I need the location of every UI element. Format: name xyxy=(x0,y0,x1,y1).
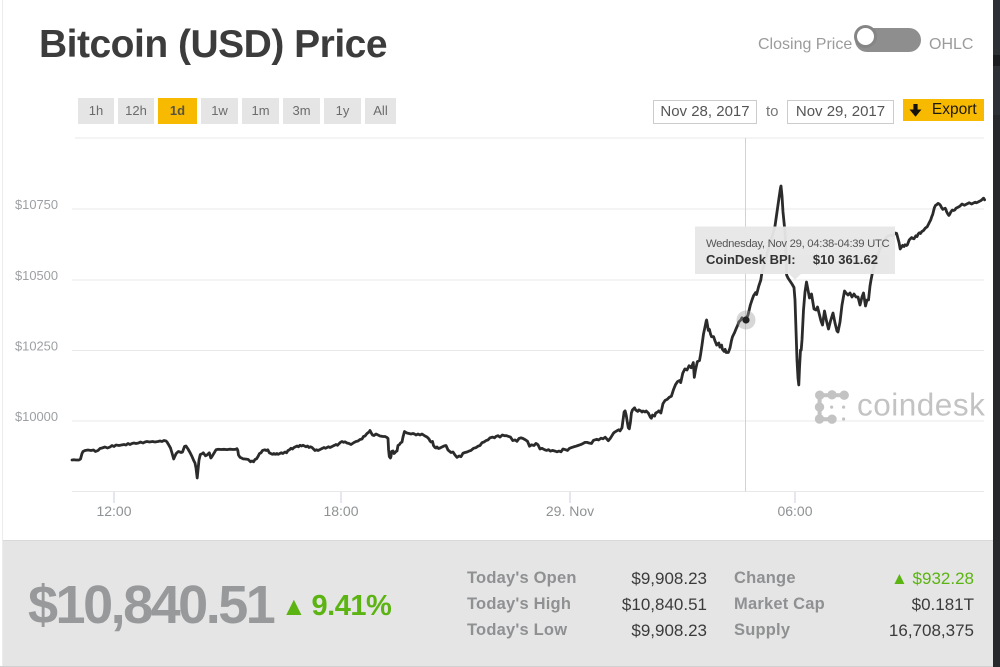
svg-text:29. Nov: 29. Nov xyxy=(546,503,594,519)
svg-text:12:00: 12:00 xyxy=(96,503,131,519)
svg-text:$10000: $10000 xyxy=(15,409,58,424)
svg-text:$10500: $10500 xyxy=(15,268,58,283)
svg-text:$10750: $10750 xyxy=(15,197,58,212)
svg-text:Wednesday, Nov 29, 04:38-04:39: Wednesday, Nov 29, 04:38-04:39 UTC xyxy=(706,238,890,250)
svg-text:CoinDesk BPI:: CoinDesk BPI: xyxy=(706,252,796,267)
svg-text:$10 361.62: $10 361.62 xyxy=(813,252,878,267)
svg-text:coindesk: coindesk xyxy=(857,387,985,423)
svg-text:18:00: 18:00 xyxy=(323,503,358,519)
svg-text:$10250: $10250 xyxy=(15,339,58,354)
svg-text:06:00: 06:00 xyxy=(777,503,812,519)
